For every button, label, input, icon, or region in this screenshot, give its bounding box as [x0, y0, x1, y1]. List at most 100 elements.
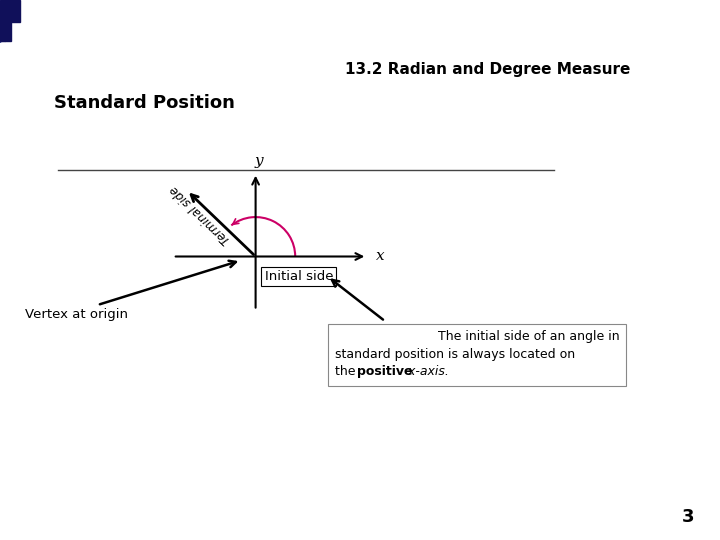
Bar: [1, 0, 5, 40]
Bar: [1, 0, 4, 40]
Bar: [1, 0, 4, 40]
Bar: [1, 0, 4, 40]
Bar: [1, 0, 5, 40]
Bar: [0, 0, 4, 40]
Bar: [1, 0, 4, 40]
Bar: [1, 0, 4, 40]
Bar: [0, 0, 4, 40]
Bar: [0, 0, 4, 40]
Bar: [1, 0, 4, 40]
Bar: [1, 0, 4, 40]
Text: the: the: [335, 365, 359, 378]
Text: standard position is always located on: standard position is always located on: [335, 348, 575, 361]
Bar: [1, 0, 5, 40]
Bar: [1, 0, 4, 40]
Bar: [1, 0, 4, 40]
Bar: [1, 0, 5, 40]
Bar: [1, 0, 4, 40]
Bar: [1, 0, 4, 40]
Bar: [1, 0, 4, 40]
Bar: [1, 0, 4, 40]
Bar: [1, 0, 4, 40]
Bar: [0, 0, 4, 40]
Bar: [0, 0, 4, 40]
Bar: [1, 0, 5, 40]
Bar: [1, 0, 4, 40]
Bar: [1, 0, 4, 40]
Bar: [1, 0, 4, 40]
Text: x-axis.: x-axis.: [404, 365, 449, 378]
Bar: [1, 0, 4, 40]
Bar: [1, 0, 4, 40]
Bar: [1, 0, 4, 40]
Bar: [1, 0, 4, 40]
Bar: [1, 0, 4, 40]
Bar: [1, 0, 4, 40]
Bar: [1, 0, 5, 40]
Bar: [1, 0, 4, 40]
Bar: [1, 0, 4, 40]
Bar: [0, 0, 4, 40]
Bar: [1, 0, 4, 40]
Bar: [1, 0, 4, 40]
Bar: [1, 0, 4, 40]
Bar: [1, 0, 4, 40]
Bar: [1, 0, 4, 40]
Bar: [1, 0, 4, 40]
Bar: [1, 0, 4, 40]
Bar: [1, 0, 4, 40]
Bar: [1, 0, 4, 40]
Bar: [1, 0, 4, 40]
Bar: [1, 0, 4, 40]
Bar: [1, 0, 4, 40]
Bar: [1, 0, 4, 40]
Bar: [1, 0, 5, 40]
Bar: [1, 0, 5, 40]
Bar: [1, 0, 4, 40]
Bar: [1, 0, 5, 40]
Bar: [0, 0, 4, 40]
Bar: [0, 0, 4, 40]
Bar: [1, 0, 4, 40]
Bar: [0, 0, 4, 40]
Bar: [1, 0, 5, 40]
Bar: [1, 0, 5, 40]
Bar: [1, 0, 4, 40]
Bar: [1, 0, 4, 40]
Bar: [1, 0, 4, 40]
Bar: [1, 0, 4, 40]
Bar: [1, 0, 5, 40]
Bar: [1, 0, 4, 40]
Bar: [1, 0, 5, 40]
Bar: [0, 0, 4, 40]
Bar: [1, 0, 4, 40]
Bar: [0, 0, 4, 40]
Text: y: y: [255, 154, 264, 168]
Bar: [1, 0, 4, 40]
Bar: [1, 0, 4, 40]
Bar: [1, 0, 5, 40]
Text: x: x: [376, 249, 384, 264]
Text: Vertex at origin: Vertex at origin: [25, 308, 128, 321]
Bar: [0, 0, 4, 40]
Bar: [1, 0, 4, 40]
Bar: [1, 0, 4, 40]
Bar: [1, 0, 4, 40]
Bar: [1, 0, 4, 40]
Bar: [1, 0, 4, 40]
Bar: [1, 0, 5, 40]
Bar: [1, 0, 4, 40]
Bar: [1, 0, 4, 40]
Bar: [1, 0, 4, 40]
Bar: [1, 0, 4, 40]
Bar: [1, 0, 4, 40]
Bar: [1, 0, 4, 40]
Bar: [1, 0, 4, 40]
Bar: [1, 0, 4, 40]
Bar: [1, 0, 4, 40]
Bar: [1, 0, 4, 40]
Bar: [1, 0, 4, 40]
Bar: [1, 0, 4, 40]
Bar: [1, 0, 4, 40]
Bar: [1, 0, 5, 40]
